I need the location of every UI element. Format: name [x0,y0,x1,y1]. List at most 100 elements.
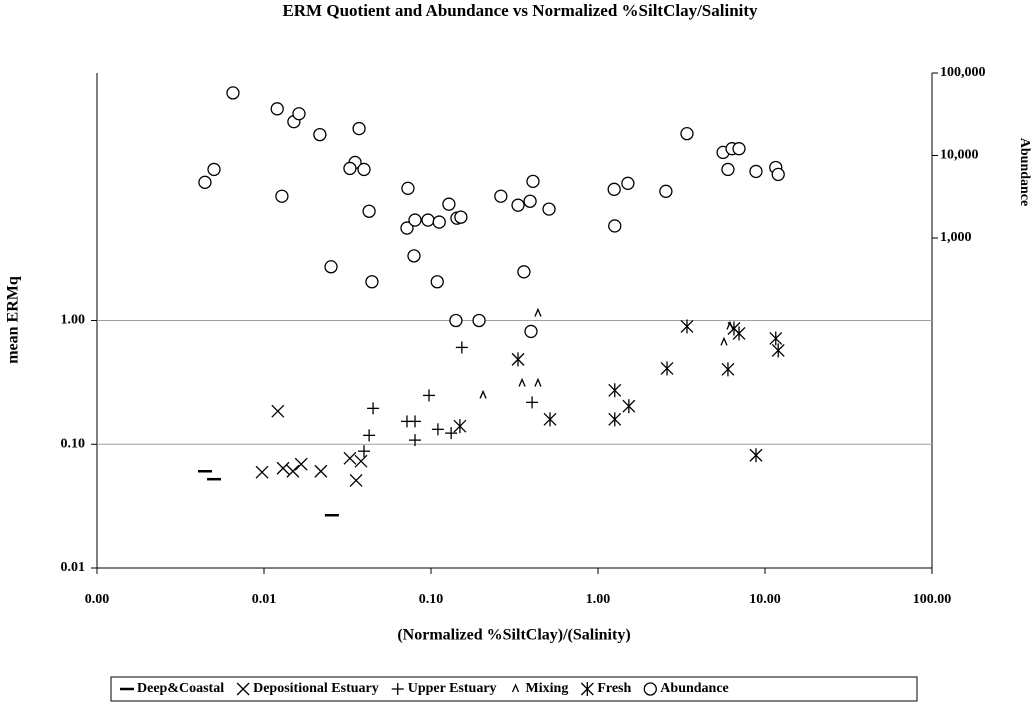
point [518,377,526,387]
point [680,127,694,141]
x-tick-label: 10.00 [749,592,781,607]
legend-label: Abundance [660,681,728,696]
marker-stroke [314,464,328,478]
point [749,164,763,179]
legend-label: Deep&Coastal [137,681,224,696]
point [271,404,285,418]
marker-stroke [721,162,735,177]
legend-label: Upper Estuary [408,681,497,696]
point [408,213,422,227]
point [430,275,444,289]
point [365,275,379,289]
y2-tick-label: 1,000 [940,230,972,245]
point [352,121,366,136]
point [362,204,376,218]
point [442,197,456,211]
point [275,189,289,203]
marker-stroke [534,377,542,387]
marker-stroke [236,682,250,696]
marker-stroke [349,473,363,487]
marker-stroke [542,202,556,216]
point [401,181,415,195]
point [207,162,221,177]
point [292,107,306,121]
marker-stroke [511,683,520,693]
marker-stroke [270,102,284,116]
marker-stroke [659,184,673,198]
point [472,313,486,328]
point [608,383,622,398]
marker-stroke [518,377,526,387]
point [534,307,542,317]
point [354,454,368,468]
marker-stroke [511,198,525,212]
marker-stroke [271,404,285,418]
marker-stroke [517,265,531,279]
point [721,162,735,177]
marker-stroke [534,307,542,317]
point [727,321,741,336]
point [445,427,458,440]
marker-stroke [294,457,308,471]
marker-stroke [472,313,486,328]
marker-stroke [621,176,635,190]
point [400,221,414,235]
legend-marker [580,682,594,696]
point [494,189,508,203]
marker-stroke [276,461,290,475]
point [542,202,556,216]
marker-stroke [226,86,240,100]
point [255,465,269,479]
y-tick-label: 0.10 [61,436,86,451]
point [294,457,308,471]
point [421,213,435,227]
point [276,461,290,475]
point [226,86,240,100]
point [286,464,300,478]
point [608,219,622,233]
point [479,389,487,399]
point [771,343,785,358]
point [607,182,621,196]
marker-stroke [198,175,212,189]
marker-stroke [720,336,728,346]
point [198,175,212,189]
point [526,174,540,189]
point [659,184,673,198]
marker-stroke [352,121,366,136]
point [407,249,421,263]
marker-stroke [449,313,463,328]
marker-stroke [286,464,300,478]
point [660,361,674,376]
marker-stroke [608,219,622,233]
marker-stroke [732,142,746,156]
y2-tick-label: 100,000 [940,65,986,80]
y-tick-label: 1.00 [61,313,86,328]
x-tick-label: 0.01 [252,592,277,607]
marker-stroke [343,161,357,176]
point [453,419,467,434]
x-axis-label: (Normalized %SiltClay)/(Salinity) [397,627,630,644]
x-tick-label: 100.00 [913,592,952,607]
point [324,260,338,274]
marker-stroke [643,682,657,696]
marker-stroke [430,275,444,289]
point [543,412,557,427]
point [363,429,376,442]
point [621,176,635,190]
point [511,198,525,212]
marker-stroke [400,221,414,235]
marker-stroke [207,162,221,177]
marker-stroke [454,210,468,224]
point [454,210,468,224]
point [432,215,446,229]
x-tick-label: 0.10 [419,592,444,607]
marker-stroke [362,204,376,218]
point [732,142,746,156]
marker-stroke [365,275,379,289]
point [771,167,785,182]
x-tick-label: 0.00 [85,592,110,607]
marker-stroke [401,181,415,195]
marker-stroke [407,249,421,263]
point [680,319,694,334]
